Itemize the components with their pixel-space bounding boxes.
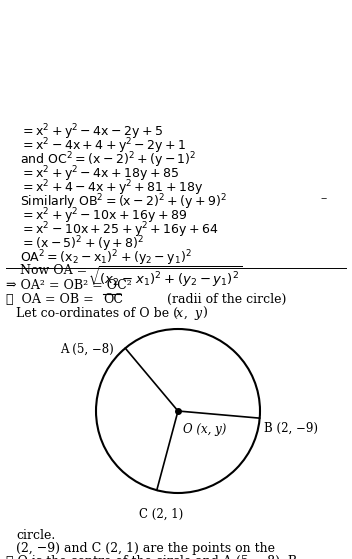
Text: ): ) <box>202 307 207 320</box>
Text: $\mathrm{= x^2 + 4 - 4x + y^2 + 81 + 18y}$: $\mathrm{= x^2 + 4 - 4x + y^2 + 81 + 18y… <box>20 178 203 197</box>
Text: $\mathrm{= (x - 5)^2 + (y + 8)^2}$: $\mathrm{= (x - 5)^2 + (y + 8)^2}$ <box>20 234 144 254</box>
Text: ⇒ OA² = OB² = OC²: ⇒ OA² = OB² = OC² <box>6 279 132 292</box>
Text: Now OA =: Now OA = <box>20 264 91 277</box>
Text: O (x, y): O (x, y) <box>183 423 226 436</box>
Text: $\mathrm{= x^2 + y^2 - 10x + 16y + 89}$: $\mathrm{= x^2 + y^2 - 10x + 16y + 89}$ <box>20 206 187 226</box>
Text: ,: , <box>184 307 192 320</box>
Text: $\mathrm{= x^2 - 10x + 25 + y^2 + 16y + 64}$: $\mathrm{= x^2 - 10x + 25 + y^2 + 16y + … <box>20 220 219 240</box>
Text: $\mathrm{= x^2 + y^2 - 4x + 18y + 85}$: $\mathrm{= x^2 + y^2 - 4x + 18y + 85}$ <box>20 164 179 183</box>
Text: A (5, −8): A (5, −8) <box>60 343 114 356</box>
Text: $\mathrm{= x^2 - 4x + 4 + y^2 - 2y + 1}$: $\mathrm{= x^2 - 4x + 4 + y^2 - 2y + 1}$ <box>20 136 186 155</box>
Text: –: – <box>320 192 326 205</box>
Text: (radii of the circle): (radii of the circle) <box>123 293 287 306</box>
Text: ∴  OA = OB =: ∴ OA = OB = <box>6 293 94 306</box>
Text: Let co-ordinates of O be (: Let co-ordinates of O be ( <box>16 307 178 320</box>
Text: ∴ O is the centre of the circle and A (5, −8), B: ∴ O is the centre of the circle and A (5… <box>6 555 297 559</box>
Text: C (2, 1): C (2, 1) <box>139 508 183 521</box>
Text: (2, −9) and C (2, 1) are the points on the: (2, −9) and C (2, 1) are the points on t… <box>16 542 275 555</box>
Text: circle.: circle. <box>16 529 55 542</box>
Text: $\mathrm{and\ OC^2 = (x - 2)^2 + (y - 1)^2}$: $\mathrm{and\ OC^2 = (x - 2)^2 + (y - 1)… <box>20 150 196 169</box>
Text: $\sqrt{(x_2-x_1)^2+(y_2-y_1)^2}$: $\sqrt{(x_2-x_1)^2+(y_2-y_1)^2}$ <box>88 265 242 289</box>
Text: x: x <box>176 307 183 320</box>
Text: OC: OC <box>103 293 123 306</box>
Text: $\mathrm{= x^2 + y^2 - 4x - 2y + 5}$: $\mathrm{= x^2 + y^2 - 4x - 2y + 5}$ <box>20 122 163 141</box>
Text: $\mathrm{OA^2 = (x_2 - x_1)^2 + (y_2 - y_1)^2}$: $\mathrm{OA^2 = (x_2 - x_1)^2 + (y_2 - y… <box>20 248 192 268</box>
Text: y: y <box>194 307 201 320</box>
Text: B (2, −9): B (2, −9) <box>264 422 318 435</box>
Text: $\mathrm{Similarly\ OB^2 = (x - 2)^2 + (y + 9)^2}$: $\mathrm{Similarly\ OB^2 = (x - 2)^2 + (… <box>20 192 227 212</box>
